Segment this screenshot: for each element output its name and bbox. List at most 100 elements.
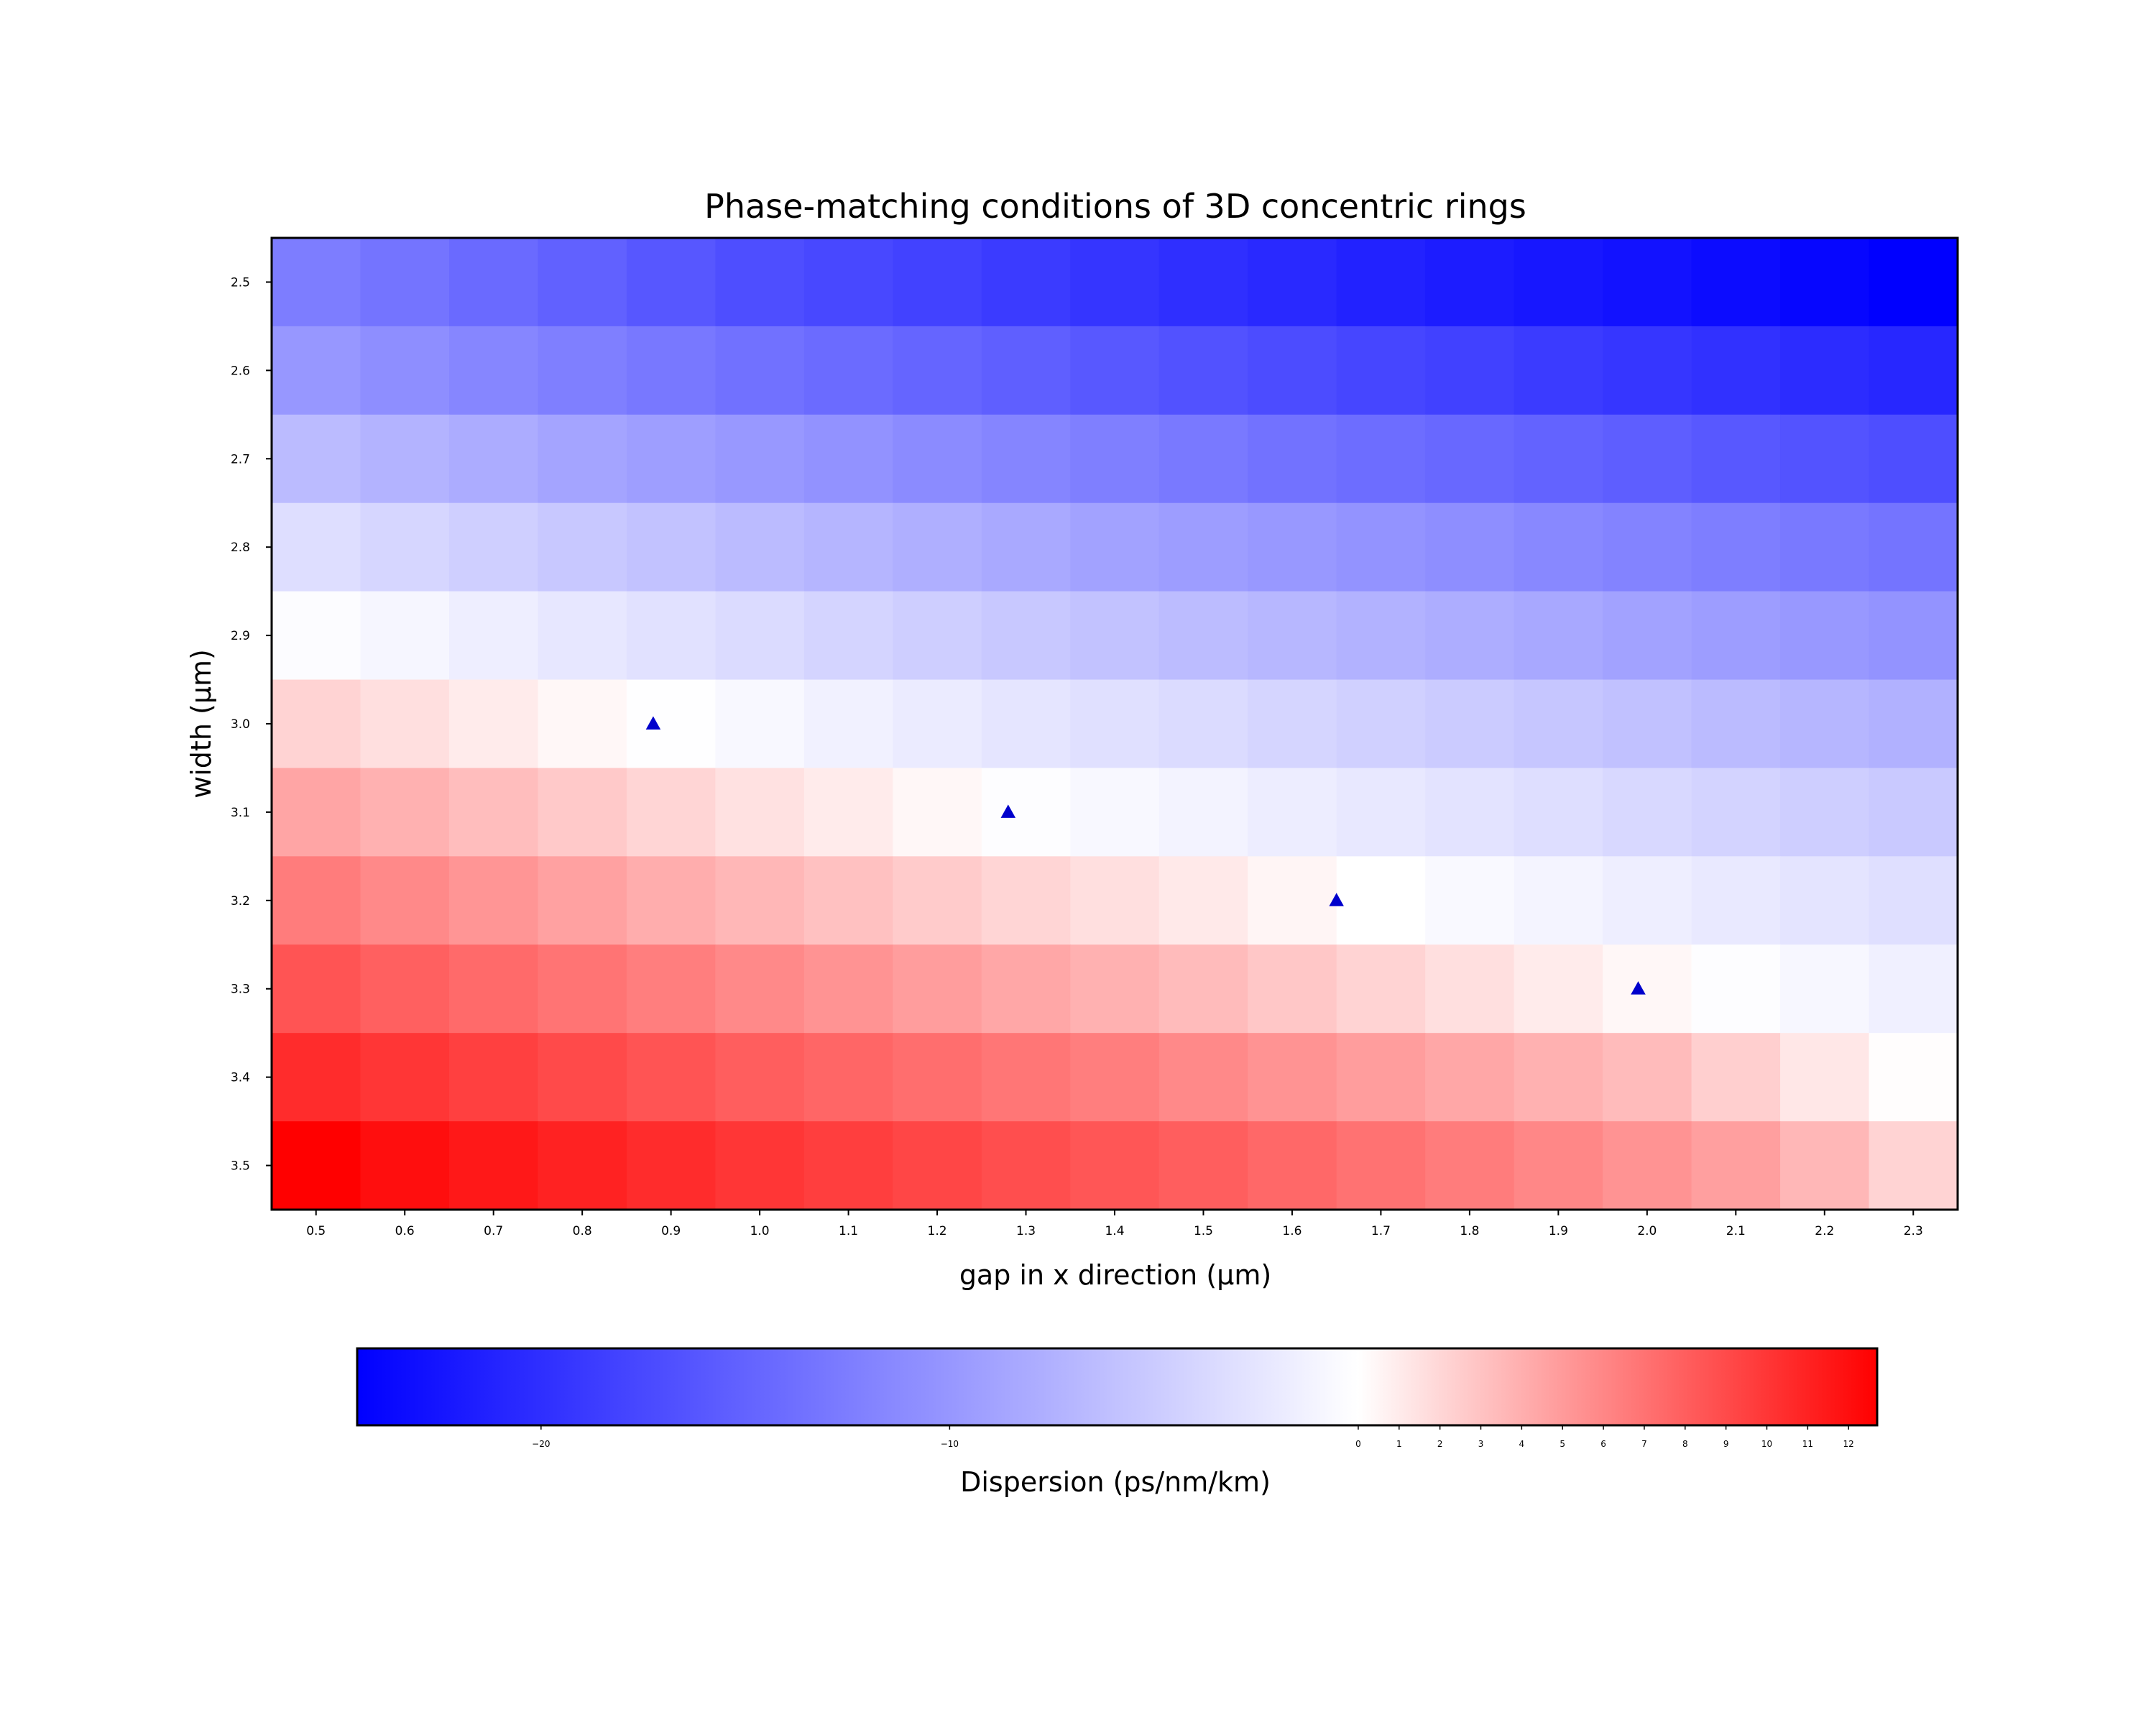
heatmap-cell: [1336, 1033, 1426, 1122]
heatmap-cell: [1070, 1121, 1160, 1210]
heatmap-cell: [803, 1121, 893, 1210]
colorbar-tick-label: 1: [1396, 1439, 1402, 1449]
heatmap-cell: [1869, 1121, 1958, 1210]
heatmap-cell: [538, 679, 627, 769]
x-tick-label: 1.2: [928, 1224, 947, 1238]
heatmap-cell: [626, 944, 716, 1034]
heatmap-cell: [448, 856, 539, 945]
heatmap-cell: [1869, 944, 1958, 1034]
colorbar-tick-label: 6: [1600, 1439, 1606, 1449]
heatmap-cell: [272, 591, 361, 681]
heatmap-cell: [981, 768, 1071, 857]
colorbar-tick-label: 8: [1682, 1439, 1688, 1449]
heatmap-cell: [803, 856, 893, 945]
x-tick-label: 1.6: [1282, 1224, 1302, 1238]
heatmap-cell: [893, 944, 982, 1034]
heatmap-cell: [1158, 591, 1248, 681]
colorbar-tick-label: 9: [1723, 1439, 1729, 1449]
heatmap-cell: [1780, 679, 1870, 769]
y-tick-label: 3.0: [231, 717, 250, 732]
heatmap-cell: [1780, 591, 1870, 681]
heatmap-cell: [1603, 1121, 1692, 1210]
heatmap-cell: [981, 502, 1071, 592]
y-tick-label: 3.2: [231, 894, 250, 908]
colorbar-tick-label: 3: [1478, 1439, 1484, 1449]
heatmap-cell: [448, 414, 539, 504]
heatmap-cell: [1158, 502, 1248, 592]
heatmap-cell: [1514, 591, 1603, 681]
heatmap-cell: [981, 414, 1071, 504]
chart-title: Phase-matching conditions of 3D concentr…: [704, 187, 1526, 226]
heatmap-cell: [981, 944, 1071, 1034]
heatmap-cell: [538, 238, 627, 327]
heatmap-cell: [1691, 414, 1781, 504]
heatmap-cell: [803, 768, 893, 857]
heatmap-cell: [360, 768, 450, 857]
y-axis-ticks: 2.5 2.6 2.7 2.8 2.9 3.0 3.1 3.2 3.3 3.4 3.5: [231, 275, 272, 1174]
heatmap-cell: [1336, 326, 1426, 415]
heatmap-cell: [803, 1033, 893, 1122]
heatmap-cell: [272, 768, 361, 857]
heatmap-cell: [981, 679, 1071, 769]
heatmap-cell: [1603, 414, 1692, 504]
heatmap-cell: [272, 414, 361, 504]
heatmap-cell: [1158, 1121, 1248, 1210]
heatmap-cell: [1336, 768, 1426, 857]
heatmap-cell: [1158, 1033, 1248, 1122]
heatmap-cell: [272, 502, 361, 592]
heatmap-cell: [1514, 326, 1603, 415]
heatmap-cell: [448, 679, 539, 769]
heatmap-cell: [1691, 1033, 1781, 1122]
phase-matching-marker: [1000, 804, 1016, 818]
heatmap-cell: [1691, 679, 1781, 769]
heatmap-cell: [538, 414, 627, 504]
heatmap-cell: [1780, 1033, 1870, 1122]
x-tick-label: 1.5: [1194, 1224, 1213, 1238]
heatmap-cell: [803, 502, 893, 592]
phase-matching-markers: [645, 716, 1646, 995]
heatmap-cell: [1248, 238, 1337, 327]
y-tick-label: 2.6: [231, 364, 250, 378]
x-tick-label: 0.6: [395, 1224, 415, 1238]
y-tick-label: 2.7: [231, 452, 250, 466]
heatmap-cell: [1514, 768, 1603, 857]
heatmap-cell: [1603, 591, 1692, 681]
heatmap-cell: [715, 856, 805, 945]
x-tick-label: 0.5: [306, 1224, 326, 1238]
heatmap-cell: [1780, 502, 1870, 592]
heatmap-cell: [626, 1033, 716, 1122]
y-tick-label: 3.3: [231, 983, 250, 997]
heatmap-cell: [1780, 238, 1870, 327]
heatmap-cell: [1869, 679, 1958, 769]
x-tick-label: 0.8: [573, 1224, 592, 1238]
heatmap-cell: [1603, 1033, 1692, 1122]
heatmap-cell: [1425, 502, 1515, 592]
heatmap-cell: [1514, 502, 1603, 592]
heatmap-cell: [1336, 238, 1426, 327]
heatmap-cell: [1248, 1033, 1337, 1122]
x-tick-label: 1.3: [1016, 1224, 1036, 1238]
x-tick-label: 1.8: [1460, 1224, 1479, 1238]
colorbar-tick-label: 5: [1560, 1439, 1565, 1449]
heatmap-cell: [538, 768, 627, 857]
heatmap-cell: [1158, 944, 1248, 1034]
heatmap-cell: [803, 679, 893, 769]
heatmap-cell: [1514, 238, 1603, 327]
colorbar-tick-label: 0: [1355, 1439, 1361, 1449]
heatmap-cell: [1158, 238, 1248, 327]
heatmap-cell: [893, 856, 982, 945]
phase-matching-marker: [1329, 893, 1344, 906]
y-axis-label: width (μm): [185, 649, 217, 799]
heatmap-cell: [360, 326, 450, 415]
heatmap-cell: [1336, 944, 1426, 1034]
heatmap-cell: [1070, 1033, 1160, 1122]
x-axis-label: gap in x direction (μm): [959, 1259, 1271, 1291]
heatmap-cell: [981, 856, 1071, 945]
heatmap-cell: [1603, 238, 1692, 327]
heatmap-cell: [803, 414, 893, 504]
heatmap-cell: [360, 591, 450, 681]
heatmap-cell: [715, 414, 805, 504]
heatmap-cell: [1248, 326, 1337, 415]
heatmap-cell: [1248, 944, 1337, 1034]
heatmap-cell: [715, 944, 805, 1034]
